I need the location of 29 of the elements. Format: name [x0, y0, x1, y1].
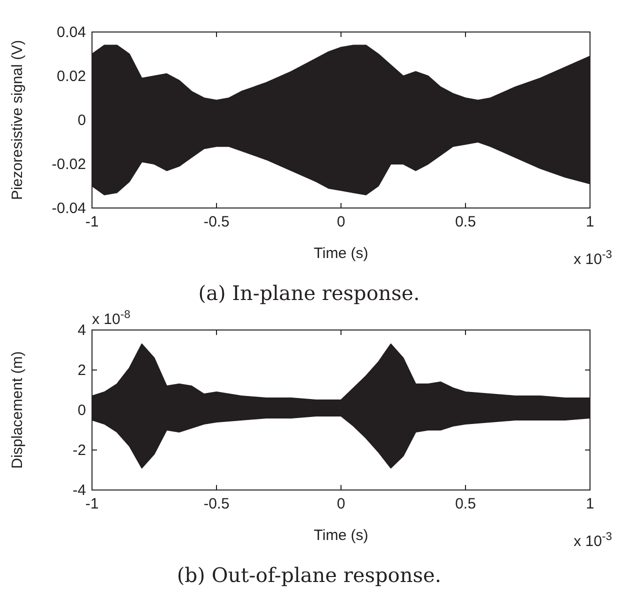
x-axis-title: Time (s) — [314, 245, 368, 262]
y-tick-label: -0.02 — [52, 156, 86, 173]
y-axis-title: Displacement (m) — [9, 351, 26, 469]
text: x 10$^{-3}$ — [574, 249, 612, 268]
x-tick-label: -1 — [85, 214, 99, 231]
y-tick-label: 0.02 — [56, 68, 86, 85]
text: x 10$^{-3}$ — [574, 531, 612, 550]
y-tick-label: -4 — [72, 482, 86, 499]
x-tick-label: -0.5 — [204, 214, 230, 231]
y-tick-label: 4 — [78, 322, 86, 339]
x-tick-label: 0.5 — [455, 214, 476, 231]
text: x 10$^{-8}$ — [92, 309, 130, 328]
x-tick-label: -1 — [85, 496, 99, 513]
y-tick-label: -2 — [72, 442, 86, 459]
x-axis-title: Time (s) — [314, 527, 368, 544]
y-tick-label: 0 — [78, 402, 86, 419]
x-tick-label: 1 — [586, 496, 594, 513]
x-tick-label: 0 — [336, 496, 346, 513]
x-tick-label: 0 — [336, 214, 346, 231]
text: (a) In-plane response. — [198, 281, 420, 305]
y-tick-label: 0.04 — [56, 24, 86, 41]
text: (b) Out-of-plane response. — [176, 563, 442, 587]
y-tick-label: 2 — [78, 362, 86, 379]
x-tick-label: -0.5 — [204, 496, 230, 513]
x-tick-label: 1 — [586, 214, 594, 231]
y-axis-title: Piezoresistive signal (V) — [9, 40, 26, 200]
y-tick-label: 0 — [78, 112, 86, 129]
x-tick-label: 0.5 — [455, 496, 476, 513]
y-tick-label: -0.04 — [52, 200, 86, 217]
